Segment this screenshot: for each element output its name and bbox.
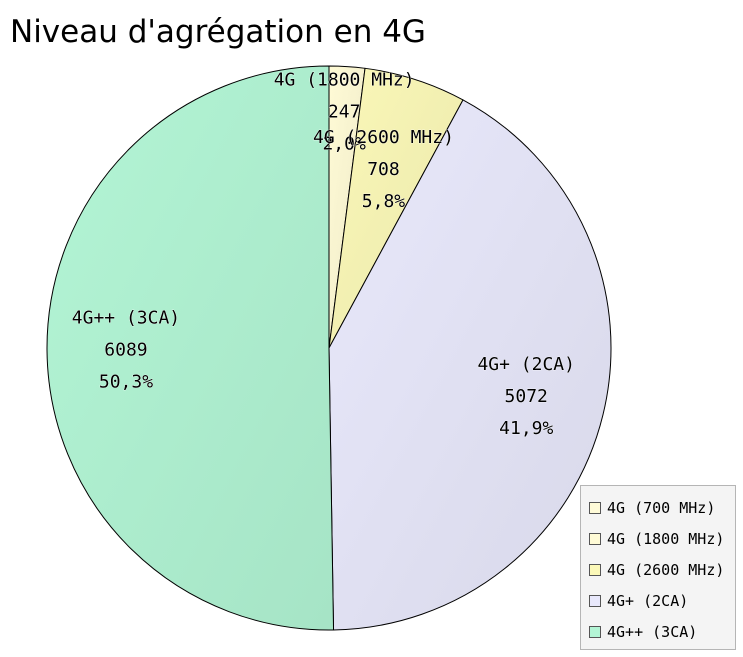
slice-label-value: 247 xyxy=(328,102,361,123)
slice-label-percent: 5,8% xyxy=(362,191,406,212)
slice-label-percent: 2,0% xyxy=(322,134,366,155)
legend-swatch xyxy=(589,501,601,514)
pie-slices xyxy=(46,65,612,631)
legend-swatch xyxy=(589,532,601,545)
slice-label-percent: 41,9% xyxy=(499,418,553,439)
legend-swatch xyxy=(589,563,601,576)
legend-item: 4G++ (3CA) xyxy=(581,616,735,647)
legend-label: 4G (700 MHz) xyxy=(607,498,716,517)
slice-label-name: 4G+ (2CA) xyxy=(477,354,575,375)
legend-label: 4G++ (3CA) xyxy=(607,622,698,641)
legend-swatch xyxy=(589,594,601,607)
legend-item: 4G (2600 MHz) xyxy=(581,554,735,585)
legend-label: 4G (2600 MHz) xyxy=(607,560,725,579)
legend-label: 4G+ (2CA) xyxy=(607,591,689,610)
slice-label-value: 6089 xyxy=(104,340,147,361)
legend-swatch xyxy=(589,625,601,638)
legend-label: 4G (1800 MHz) xyxy=(607,529,725,548)
slice-label-value: 708 xyxy=(367,159,400,180)
legend: 4G (700 MHz) 4G (1800 MHz) 4G (2600 MHz) 4G… xyxy=(580,485,736,650)
pie-slice-4g-3ca xyxy=(46,65,335,631)
legend-item: 4G (1800 MHz) xyxy=(581,523,735,554)
slice-label-name: 4G++ (3CA) xyxy=(72,308,180,329)
legend-item: 4G+ (2CA) xyxy=(581,585,735,616)
chart-title: Niveau d'agrégation en 4G xyxy=(10,14,426,50)
slice-label-value: 5072 xyxy=(505,386,548,407)
slice-label-percent: 50,3% xyxy=(99,372,153,393)
pie-labels: 4G (1800 MHz) 247 2,0%4G (2600 MHz) 708 5,8%… xyxy=(71,69,575,439)
slice-label-name: 4G (1800 MHz) xyxy=(274,70,415,91)
pie-slice-4g-2ca xyxy=(328,99,612,631)
slice-label-name: 4G (2600 MHz) xyxy=(313,127,454,148)
legend-item: 4G (700 MHz) xyxy=(581,492,735,523)
